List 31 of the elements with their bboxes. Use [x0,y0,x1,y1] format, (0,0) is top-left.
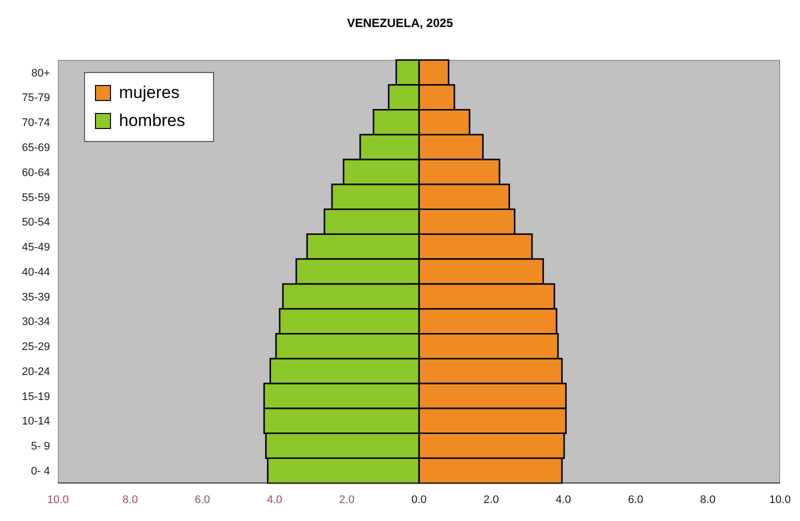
y-tick-label: 25-29 [22,341,50,354]
y-tick-label: 45-49 [22,242,50,254]
y-tick-label: 35-39 [22,291,50,304]
x-tick-label: 4.0 [266,494,282,506]
x-tick-label: 0.0 [411,494,427,506]
y-tick-label: 15-19 [22,390,50,403]
y-tick-label: 30-34 [22,316,50,328]
chart-title: VENEZUELA, 2025 [346,16,454,30]
x-tick-label: 2.0 [484,494,499,506]
x-tick-label: 8.0 [122,494,138,506]
x-tick-label: 2.0 [339,494,354,506]
y-tick-label: 70-74 [22,117,50,130]
x-tick-label: 6.0 [194,494,210,506]
y-tick-label: 5- 9 [31,440,50,453]
y-tick-label: 55-59 [22,192,50,204]
y-tick-label: 75-79 [22,92,50,104]
legend-label: mujeres [119,83,180,103]
y-tick-label: 40-44 [22,266,50,278]
y-tick-label: 20-24 [22,366,50,378]
x-tick-label: 8.0 [700,494,716,506]
y-tick-label: 80+ [31,67,50,80]
y-tick-label: 50-54 [22,216,50,229]
y-tick-label: 10-14 [22,416,50,428]
y-tick-label: 60-64 [22,166,50,179]
x-tick-label: 10.0 [769,494,791,506]
legend-label: hombres [119,111,186,131]
x-tick-label: 6.0 [628,494,644,506]
y-tick-label: 65-69 [22,142,50,154]
x-tick-label: 4.0 [556,494,572,506]
y-tick-label: 0- 4 [31,465,50,478]
x-tick-label: 10.0 [47,494,69,506]
